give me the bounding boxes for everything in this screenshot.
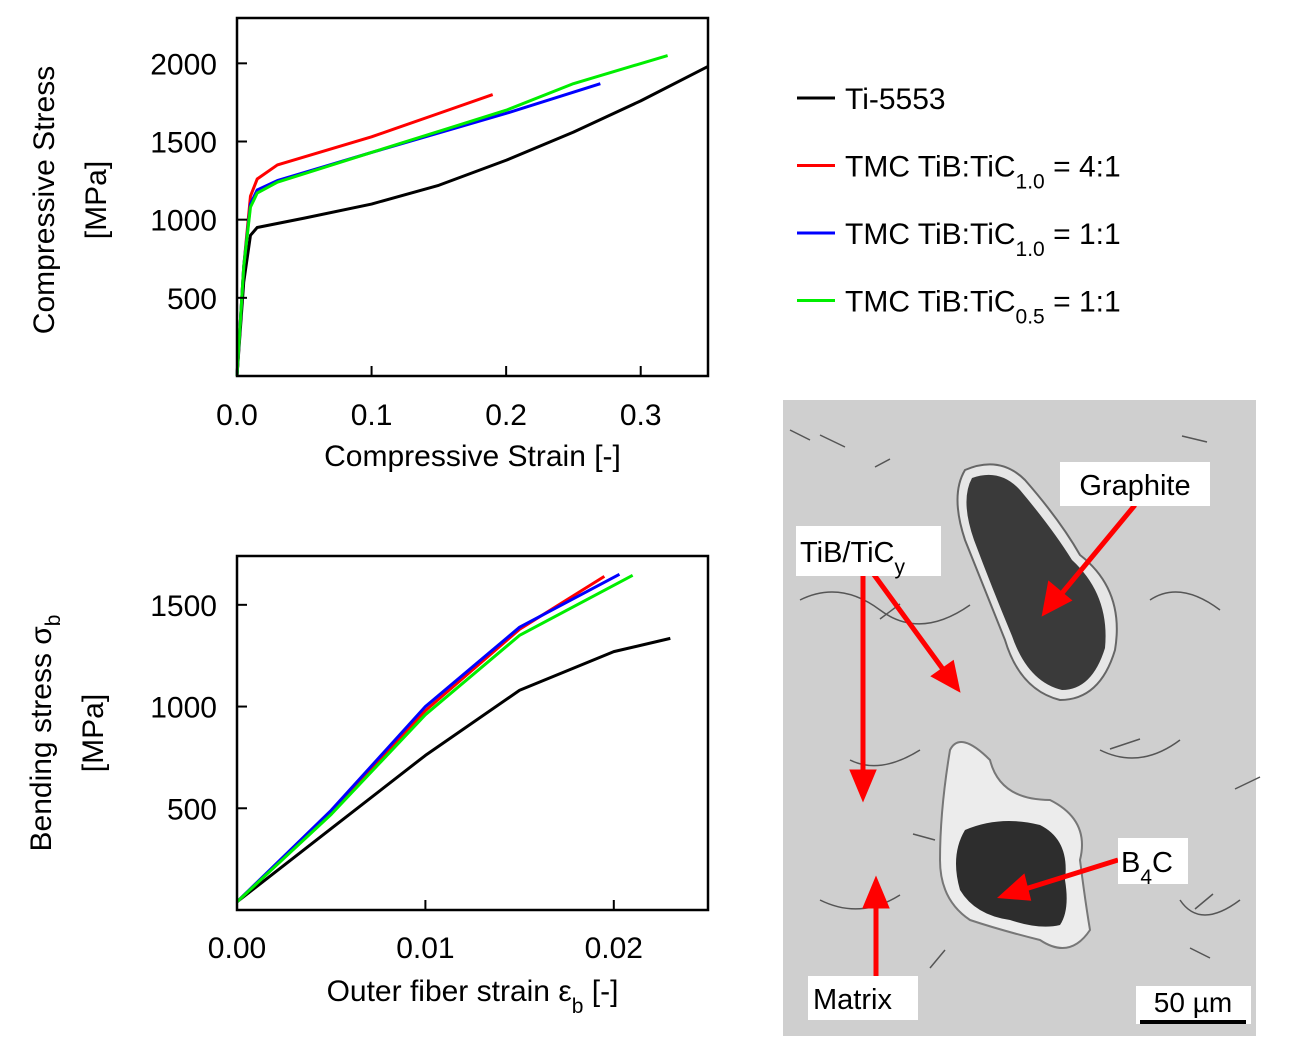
micrograph-label: Graphite (1079, 470, 1190, 502)
b4c (956, 821, 1067, 927)
line (235, 572, 621, 903)
x-tick-label: 0.02 (585, 932, 643, 965)
plot-frame (235, 16, 710, 378)
x-tick-label: 0.00 (208, 932, 266, 965)
text-part: 1.0 (1016, 170, 1045, 193)
text-part: 4 (1140, 866, 1152, 889)
line (236, 636, 671, 904)
line (235, 575, 606, 903)
micrograph: 50 µm (783, 400, 1261, 1036)
text-part: C (1152, 847, 1173, 879)
line (235, 93, 494, 377)
y-axis-label: [MPa] (77, 694, 110, 772)
x-axis-label: Outer fiber strain εb [-] (327, 975, 619, 1018)
legend-label: TMC TiB:TiC1.0 = 4:1 (845, 151, 1121, 194)
text-part: 0.5 (1016, 305, 1045, 328)
line (235, 54, 669, 377)
text-part: Matrix (813, 984, 892, 1016)
text-part: = 1:1 (1045, 218, 1121, 251)
text-part: TMC TiB:TiC (845, 286, 1016, 319)
y-tick-label: 1500 (150, 127, 217, 160)
text-part: y (895, 556, 906, 579)
micrograph-label: Matrix (813, 984, 892, 1016)
y-axis-label: [MPa] (80, 161, 113, 239)
text-part: b (572, 995, 584, 1018)
text-part: 1.0 (1016, 238, 1045, 261)
x-axis-label: Compressive Strain [-] (324, 440, 621, 473)
legend-label: TMC TiB:TiC1.0 = 1:1 (845, 218, 1121, 261)
y-axis-label: Compressive Stress (28, 66, 61, 334)
label-box (1136, 986, 1251, 1024)
text-part: = 4:1 (1045, 151, 1121, 184)
text-part: [-] (583, 975, 618, 1008)
y-tick-label: 500 (167, 793, 217, 826)
plot-frame (235, 554, 710, 912)
x-tick-label: 0.1 (351, 399, 393, 432)
x-tick-label: 0.3 (620, 399, 662, 432)
line (235, 82, 601, 377)
label-box (1118, 838, 1188, 884)
legend-label: TMC TiB:TiC0.5 = 1:1 (845, 286, 1121, 329)
legend-label: Ti-5553 (845, 83, 946, 116)
y-tick-label: 1000 (150, 205, 217, 238)
text-part: TiB/TiC (800, 537, 895, 569)
label-box (796, 526, 941, 576)
scale-bar-label: 50 µm (1154, 987, 1232, 1018)
x-tick-label: 0.2 (485, 399, 527, 432)
text-part: = 1:1 (1045, 286, 1121, 319)
y-tick-label: 500 (167, 283, 217, 316)
line (235, 65, 709, 377)
micrograph-label: TiB/TiCy (800, 537, 906, 579)
y-axis-label: Bending stress σb (25, 615, 65, 852)
text-part: Graphite (1079, 470, 1190, 502)
graphite (966, 474, 1106, 690)
text-part: Ti-5553 (845, 83, 946, 116)
line (235, 574, 634, 903)
x-tick-label: 0.01 (396, 932, 454, 965)
x-tick-label: 0.0 (216, 399, 258, 432)
text-part: b (42, 615, 65, 627)
text-part: TMC TiB:TiC (845, 218, 1016, 251)
y-tick-label: 1500 (150, 590, 217, 623)
text-part: Bending stress σ (25, 626, 58, 852)
y-tick-label: 2000 (150, 48, 217, 81)
text-part: TMC TiB:TiC (845, 151, 1016, 184)
label-box (1060, 462, 1210, 506)
text-part: B (1121, 847, 1140, 879)
label-box (808, 976, 918, 1020)
micrograph-label: B4C (1121, 847, 1173, 889)
arrows (849, 503, 1137, 980)
text-part: Outer fiber strain ε (327, 975, 572, 1008)
y-tick-label: 1000 (150, 692, 217, 725)
